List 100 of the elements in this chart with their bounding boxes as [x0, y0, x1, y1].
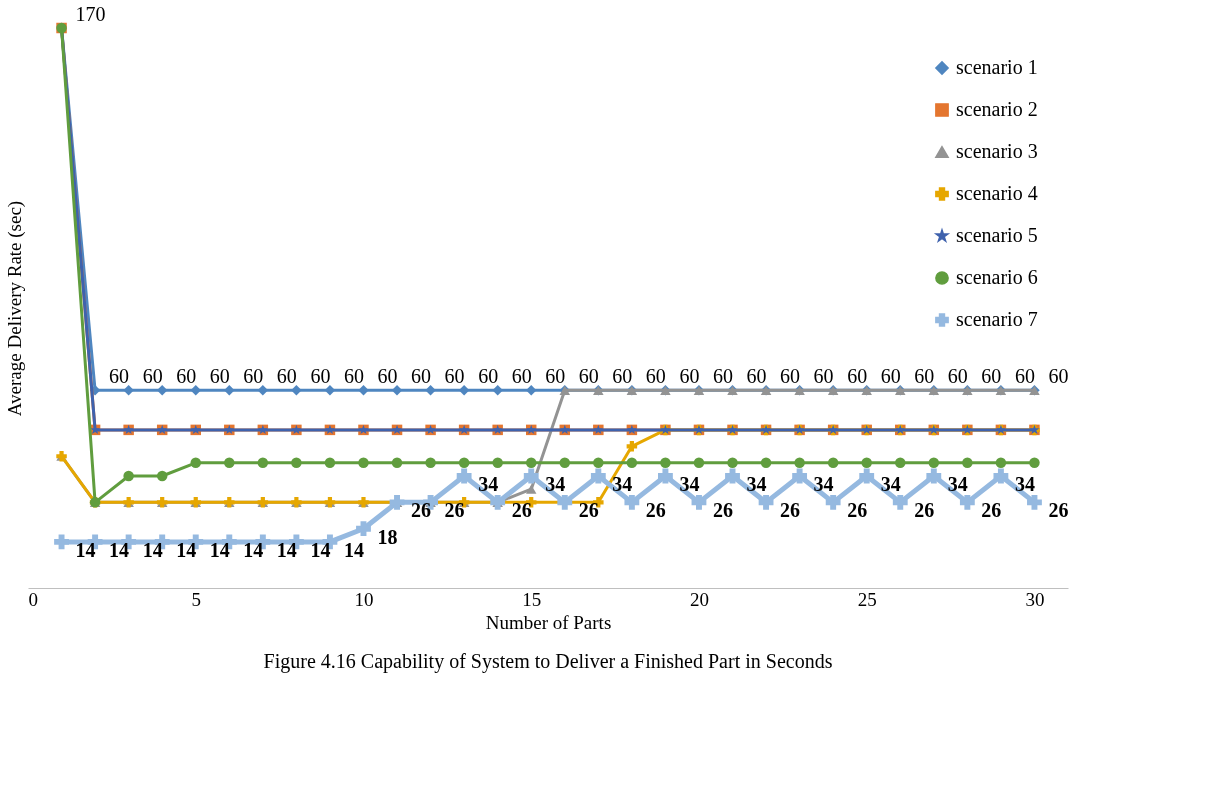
data-label: 60 — [411, 365, 432, 388]
point — [993, 468, 1009, 484]
data-label: 14 — [243, 538, 264, 561]
point — [456, 468, 472, 484]
x-tick-label: 15 — [522, 588, 542, 610]
point — [291, 457, 302, 469]
point — [523, 468, 539, 484]
data-label: 26 — [511, 499, 532, 522]
data-label: 60 — [276, 365, 297, 388]
x-tick-label: 25 — [857, 588, 877, 610]
data-label: 26 — [712, 499, 733, 522]
point — [959, 494, 975, 510]
point — [358, 385, 369, 396]
data-label: 60 — [243, 365, 264, 388]
point — [224, 457, 235, 469]
data-label: 26 — [1048, 499, 1069, 522]
legend-label: scenario 7 — [956, 308, 1038, 330]
point — [827, 457, 839, 469]
data-label: 60 — [981, 365, 1002, 388]
data-label: 34 — [746, 473, 767, 495]
data-label: 60 — [142, 365, 163, 388]
data-label: 60 — [310, 365, 331, 388]
data-label: 18 — [377, 525, 398, 548]
point — [660, 457, 671, 469]
legend-label: scenario 1 — [956, 56, 1038, 78]
data-label: 14 — [209, 538, 230, 561]
point — [658, 468, 673, 484]
legend-label: scenario 2 — [956, 98, 1038, 120]
data-label: 34 — [813, 473, 834, 495]
point — [492, 385, 503, 396]
x-tick-label: 10 — [354, 588, 374, 610]
data-label: 60 — [847, 365, 868, 388]
x-tick-label: 5 — [191, 588, 201, 610]
data-label: 60 — [1014, 365, 1035, 388]
data-label: 34 — [679, 473, 700, 495]
data-label: 60 — [612, 365, 633, 388]
point — [590, 468, 606, 484]
point — [895, 457, 906, 469]
point — [962, 457, 973, 469]
data-label: 34 — [947, 473, 968, 495]
x-tick-label: 20 — [689, 588, 709, 610]
data-label: 60 — [880, 365, 901, 388]
data-label: 60 — [209, 365, 230, 388]
data-label: 60 — [914, 365, 935, 388]
point — [324, 457, 336, 469]
data-label: 26 — [444, 499, 465, 522]
point — [525, 457, 537, 469]
data-label: 34 — [478, 473, 499, 495]
point — [825, 494, 841, 510]
point — [1029, 457, 1040, 469]
point — [727, 457, 738, 469]
caption: Figure 4.16 Capability of System to Deliver a Finished Part in Seconds — [263, 650, 833, 673]
data-label: 60 — [545, 365, 566, 388]
point — [123, 470, 134, 482]
point — [190, 457, 201, 469]
data-label: 26 — [578, 499, 599, 522]
point — [391, 457, 403, 469]
data-label: 34 — [880, 473, 901, 495]
data-label: 60 — [444, 365, 465, 388]
point — [291, 385, 302, 396]
data-label: 34 — [612, 473, 633, 495]
data-label: 26 — [914, 499, 935, 522]
data-label: 34 — [1014, 473, 1035, 495]
point — [593, 457, 604, 469]
legend-label: scenario 6 — [956, 266, 1038, 288]
point — [926, 468, 942, 484]
point — [559, 457, 571, 469]
data-label: 14 — [176, 538, 197, 561]
point — [358, 457, 369, 469]
data-label: 14 — [276, 538, 297, 561]
x-tick-label: 0 — [28, 588, 38, 610]
data-label: 170 — [75, 3, 106, 25]
point — [626, 457, 638, 469]
legend-label: scenario 4 — [956, 182, 1038, 204]
point — [691, 494, 707, 510]
data-label: 26 — [847, 499, 868, 522]
point — [156, 470, 168, 482]
data-label: 60 — [1048, 365, 1069, 388]
point — [693, 457, 705, 469]
data-label: 60 — [645, 365, 666, 388]
x-axis-title: Number of Parts — [485, 611, 612, 633]
point — [995, 457, 1007, 469]
point — [356, 521, 371, 537]
data-label: 60 — [511, 365, 532, 388]
data-label: 14 — [109, 538, 130, 561]
legend-label: scenario 3 — [956, 140, 1038, 162]
data-label: 60 — [746, 365, 767, 388]
point — [123, 385, 134, 396]
data-label: 60 — [478, 365, 499, 388]
point — [1027, 494, 1042, 510]
data-label: 60 — [343, 365, 364, 388]
data-label: 26 — [780, 499, 801, 522]
data-label: 60 — [109, 365, 130, 388]
data-label: 26 — [981, 499, 1002, 522]
point — [859, 468, 875, 484]
point — [892, 494, 908, 510]
data-label: 60 — [780, 365, 801, 388]
point — [54, 534, 69, 550]
point — [525, 484, 537, 494]
data-label: 60 — [679, 365, 700, 388]
